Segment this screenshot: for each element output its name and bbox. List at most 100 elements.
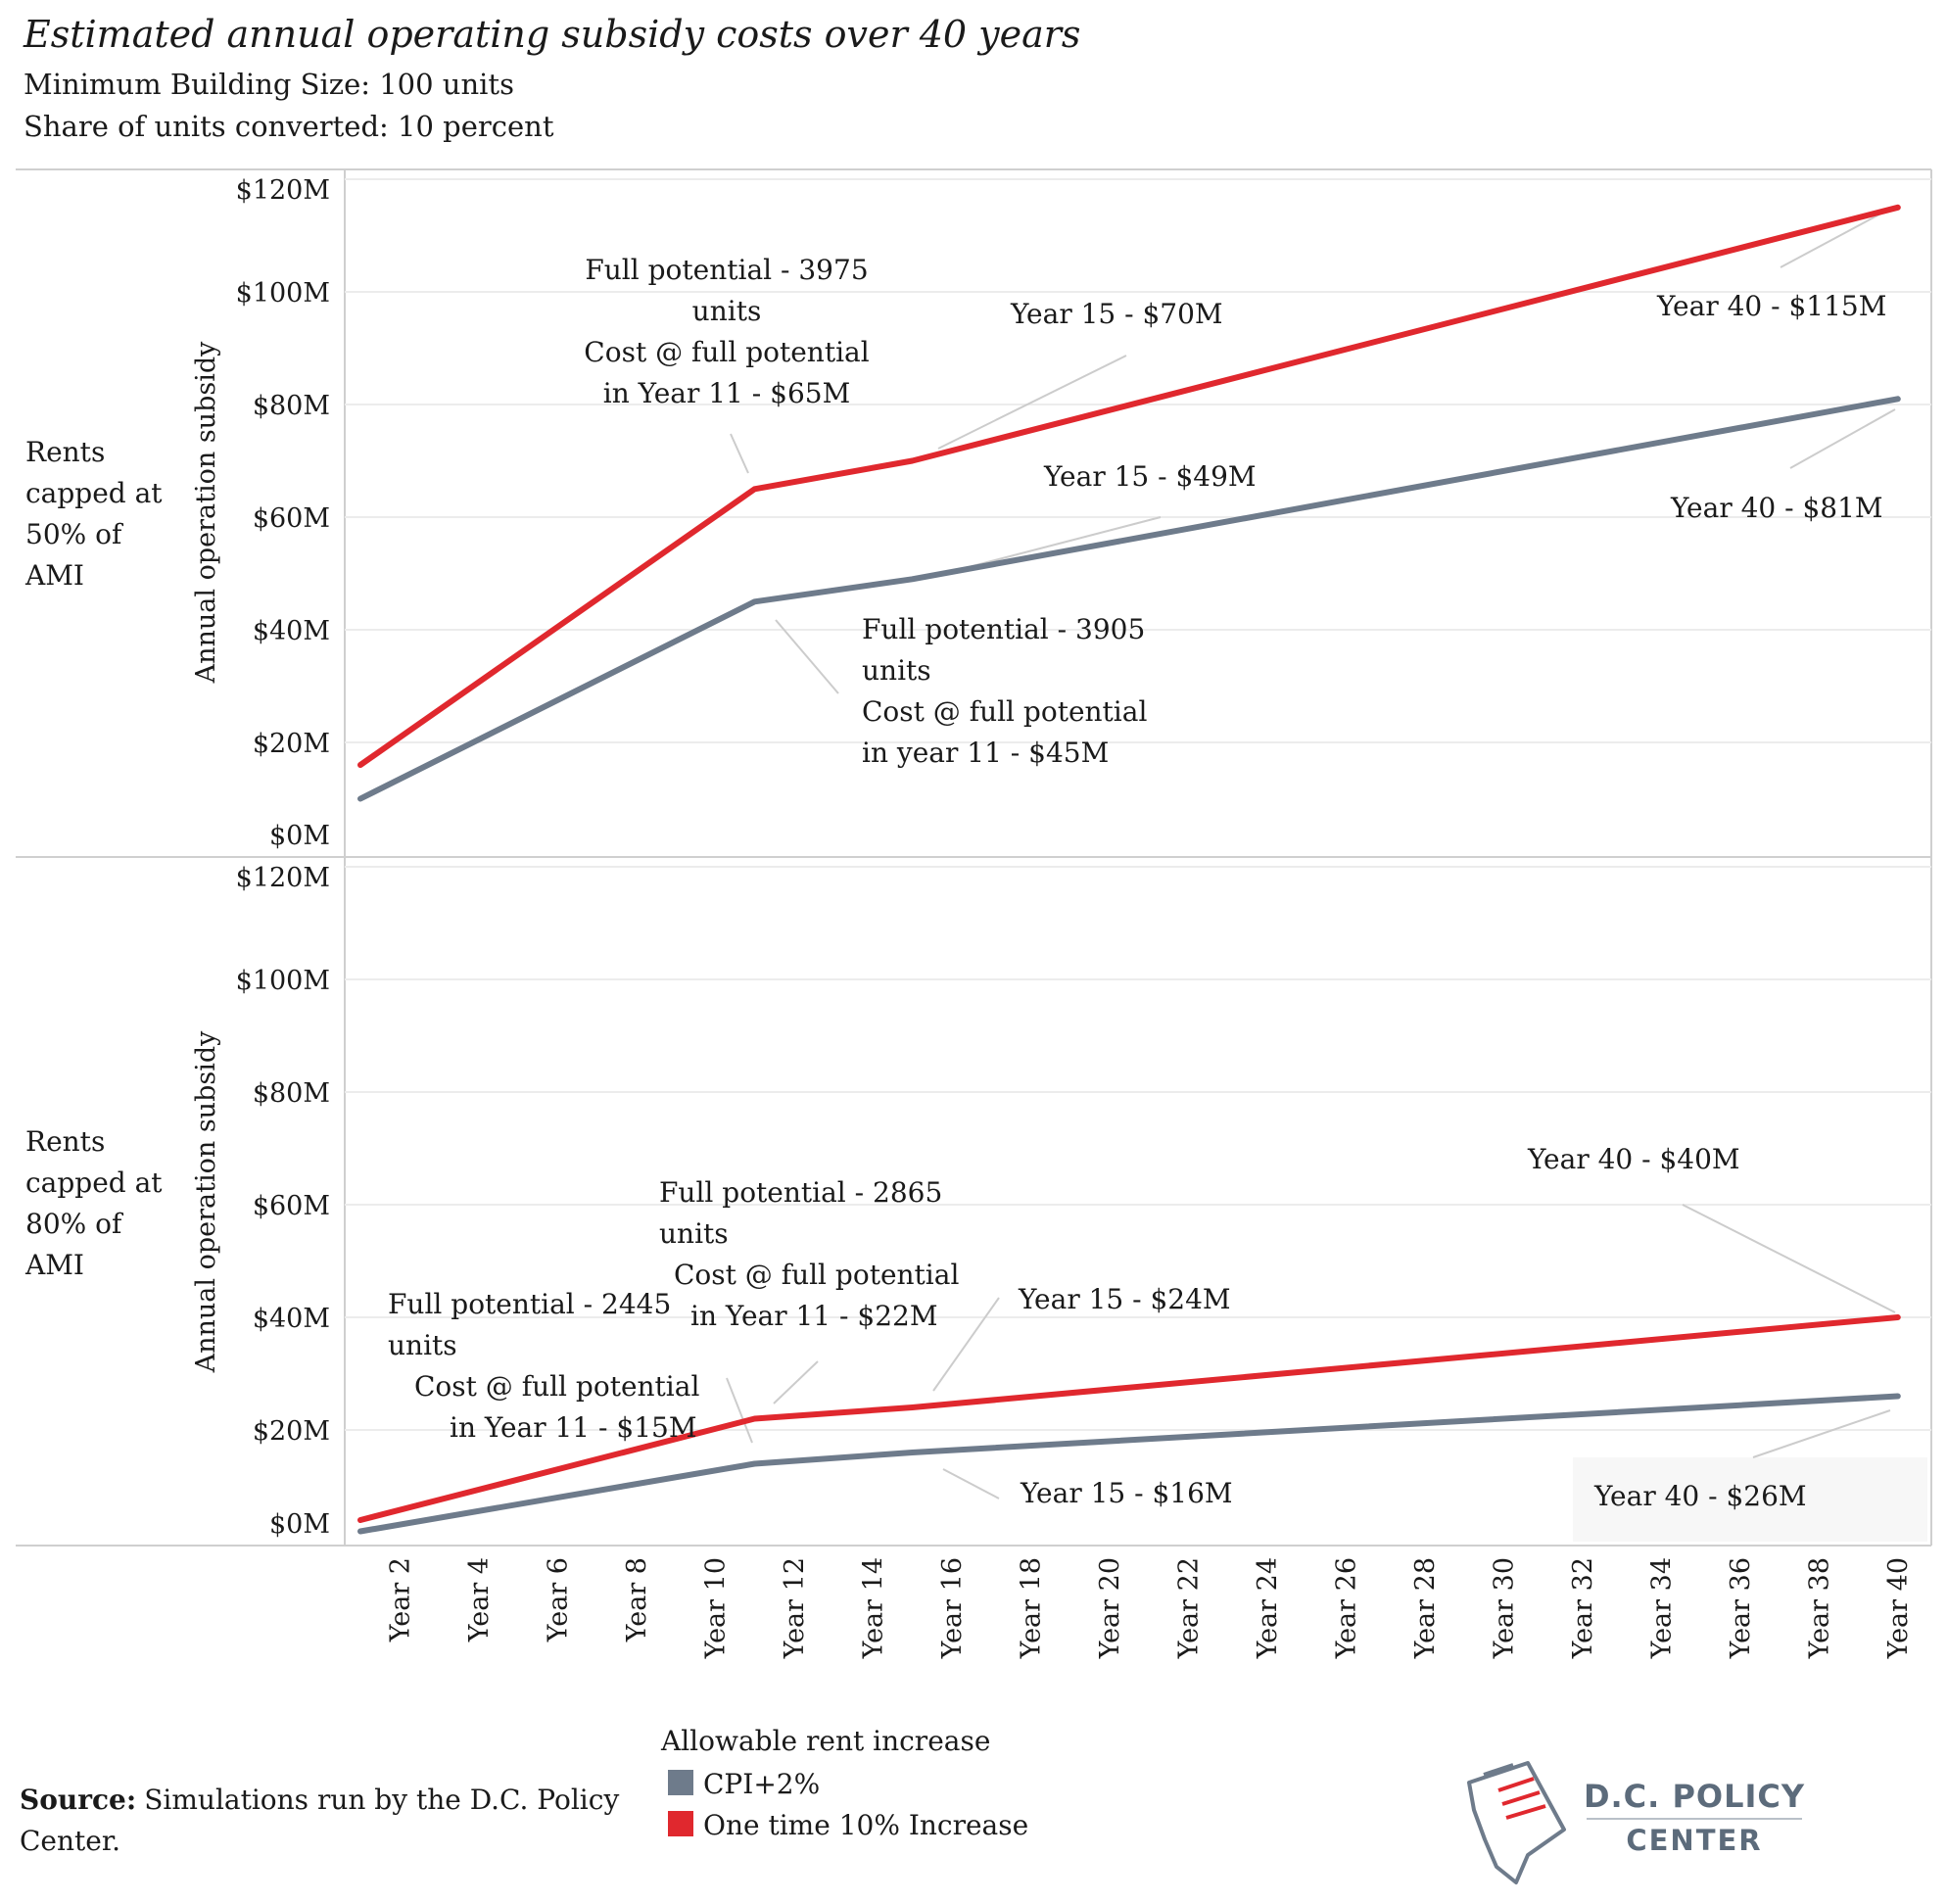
leader-lines-top: [730, 208, 1896, 694]
x-tick-label: Year 14: [858, 1557, 888, 1659]
x-tick-label: Year 18: [1016, 1557, 1046, 1659]
annotation-year15-grey: Year 15 - $16M: [1020, 1477, 1233, 1509]
chart-title: Estimated annual operating subsidy costs…: [23, 13, 1080, 56]
legend-swatch-cpi: [668, 1770, 693, 1795]
annotation-line: units: [388, 1329, 457, 1361]
series-lines-top: [357, 204, 1901, 802]
row-label-bottom: Rents capped at 80% of AMI: [24, 1125, 163, 1281]
annotation-year15-grey: Year 15 - $49M: [1043, 460, 1257, 493]
x-tick-label: Year 2: [385, 1557, 415, 1642]
row-label-line: Rents: [25, 436, 105, 468]
source-text: Simulations run by the D.C. Policy: [144, 1784, 619, 1816]
x-tick-label: Year 34: [1646, 1557, 1677, 1659]
row-label-top: Rents capped at 50% of AMI: [24, 436, 163, 592]
leader-line: [773, 1360, 819, 1404]
y-tick-label: $80M: [253, 1078, 330, 1109]
x-tick-label: Year 10: [700, 1557, 731, 1659]
annotation-line: in Year 11 - $15M: [450, 1411, 697, 1444]
y-tick-label: $100M: [236, 966, 330, 996]
x-tick-label: Year 8: [622, 1557, 652, 1642]
annotation-full-potential-grey: Full potential - 3905 units Cost @ full …: [862, 613, 1147, 769]
annotation-year40-red: Year 40 - $115M: [1656, 290, 1886, 322]
annotation-full-potential-red: Full potential - 2865 units Cost @ full …: [659, 1176, 959, 1332]
annotations-bottom: Full potential - 2865 units Cost @ full …: [388, 1143, 1807, 1512]
y-tick-label: $0M: [269, 821, 330, 851]
logo-text-line2: CENTER: [1626, 1824, 1762, 1857]
annotation-full-potential-red: Full potential - 3975 units Cost @ full …: [584, 254, 869, 409]
y-tick-label: $80M: [253, 391, 330, 421]
leader-line: [1780, 208, 1891, 268]
annotation-line: units: [692, 295, 762, 327]
x-tick-label: Year 26: [1331, 1557, 1361, 1659]
x-tick-label: Year 38: [1804, 1557, 1834, 1659]
x-tick-label: Year 12: [780, 1557, 810, 1659]
source-label: Source:: [20, 1784, 136, 1816]
chart-subtitle-1: Minimum Building Size: 100 units: [24, 68, 514, 101]
annotation-year40-red: Year 40 - $40M: [1527, 1143, 1740, 1175]
series-line-cpi: [357, 396, 1901, 802]
y-tick-label: $0M: [269, 1509, 330, 1540]
leader-line: [937, 355, 1127, 450]
annotation-year15-red: Year 15 - $24M: [1018, 1283, 1231, 1315]
x-tick-label: Year 36: [1726, 1557, 1756, 1659]
gridlines-top: [345, 178, 1931, 743]
x-tick-label: Year 16: [937, 1557, 968, 1659]
y-tick-label: $40M: [253, 1304, 330, 1334]
logo-text-line1: D.C. POLICY: [1584, 1778, 1805, 1815]
row-label-line: AMI: [24, 559, 84, 592]
annotation-year40-grey: Year 40 - $26M: [1593, 1480, 1807, 1512]
chart-subtitle-2: Share of units converted: 10 percent: [24, 110, 554, 143]
annotation-line: units: [659, 1217, 729, 1250]
annotation-line: Full potential - 2445: [388, 1288, 671, 1320]
row-label-line: Rents: [25, 1125, 105, 1158]
y-tick-label: $100M: [236, 278, 330, 309]
y-tick-label: $60M: [253, 503, 330, 534]
panel-top: $0M $20M $40M $60M $80M $100M $120M Annu…: [24, 175, 1931, 851]
row-label-line: capped at: [25, 1166, 163, 1199]
y-tick-label: $120M: [236, 175, 330, 206]
source-line-2: Center.: [20, 1825, 120, 1857]
series-lines-bottom: [357, 1314, 1901, 1535]
dc-policy-center-logo: D.C. POLICY CENTER: [1467, 1761, 1805, 1884]
annotation-line: Full potential - 3905: [862, 613, 1145, 645]
annotation-full-potential-grey: Full potential - 2445 units Cost @ full …: [388, 1288, 699, 1444]
leader-line: [1789, 408, 1896, 469]
leader-line: [775, 619, 839, 694]
annotation-line: Cost @ full potential: [862, 695, 1147, 728]
annotation-line: in year 11 - $45M: [862, 737, 1109, 769]
x-tick-label: Year 30: [1489, 1557, 1519, 1659]
series-line-ten-percent: [357, 204, 1901, 768]
row-label-line: 50% of: [25, 518, 124, 550]
annotation-line: Full potential - 2865: [659, 1176, 942, 1209]
x-tick-label: Year 4: [464, 1557, 495, 1642]
source-line-1: Source: Simulations run by the D.C. Polic…: [20, 1784, 619, 1816]
gridlines-bottom: [345, 866, 1931, 1431]
annotation-line: in Year 11 - $65M: [603, 377, 851, 409]
annotation-line: units: [862, 654, 931, 687]
leader-line: [1682, 1204, 1896, 1313]
x-tick-label: Year 6: [543, 1557, 573, 1642]
x-tick-label: Year 28: [1410, 1557, 1441, 1659]
annotation-line: Cost @ full potential: [584, 336, 869, 368]
row-label-line: capped at: [25, 477, 163, 509]
annotations-top: Full potential - 3975 units Cost @ full …: [584, 254, 1886, 769]
x-tick-label: Year 32: [1568, 1557, 1598, 1659]
y-ticks-top: $0M $20M $40M $60M $80M $100M $120M: [236, 175, 330, 851]
y-axis-title-bottom: Annual operation subsidy: [191, 1030, 221, 1374]
annotation-background: [1573, 1457, 1927, 1542]
x-tick-label: Year 20: [1095, 1557, 1125, 1659]
x-tick-label: Year 40: [1883, 1557, 1914, 1659]
legend-label-cpi: CPI+2%: [703, 1768, 820, 1800]
leader-line: [1752, 1409, 1891, 1458]
series-line-cpi: [357, 1393, 1901, 1535]
annotation-line: in Year 11 - $22M: [690, 1300, 938, 1332]
source-note: Source: Simulations run by the D.C. Polic…: [20, 1784, 619, 1857]
y-ticks-bottom: $0M $20M $40M $60M $80M $100M $120M: [236, 863, 330, 1540]
legend-title: Allowable rent increase: [660, 1725, 990, 1757]
annotation-line: Full potential - 3975: [585, 254, 868, 286]
annotation-line: Cost @ full potential: [674, 1259, 959, 1291]
row-label-line: 80% of: [25, 1208, 124, 1240]
leader-line: [726, 1377, 753, 1444]
leader-line: [932, 1297, 1000, 1392]
